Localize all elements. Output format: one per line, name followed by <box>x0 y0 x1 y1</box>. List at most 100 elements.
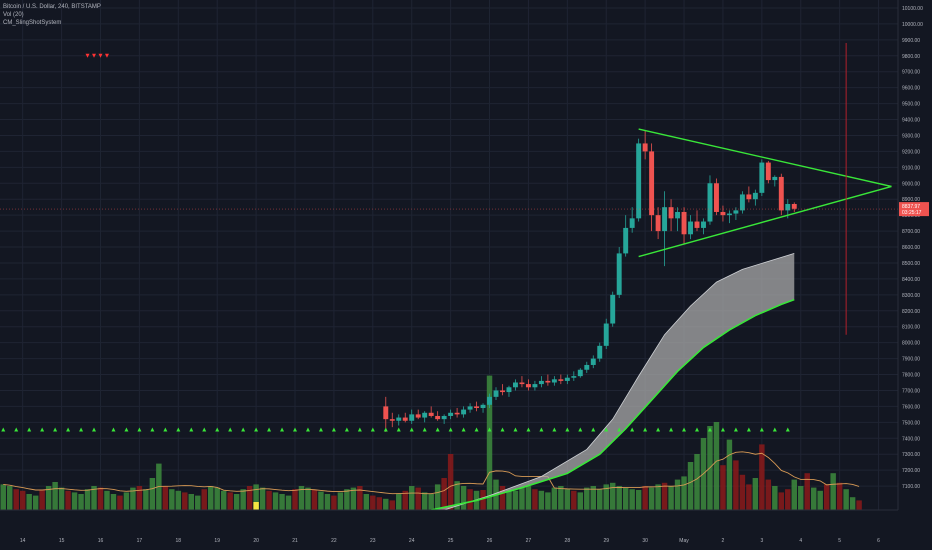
candle-body <box>558 379 564 381</box>
time-tick-label: 2 <box>722 538 725 544</box>
time-tick-label: 21 <box>292 538 298 544</box>
volume-bar <box>733 460 739 510</box>
volume-bar <box>759 444 765 510</box>
volume-bar <box>480 490 486 510</box>
up-signal-marker <box>617 427 622 432</box>
volume-bar <box>778 492 785 510</box>
candle-body <box>551 379 557 383</box>
volume-bar <box>622 487 629 510</box>
candle-body <box>415 414 421 418</box>
up-signal-marker <box>150 427 155 432</box>
price-tick-label: 9600.00 <box>902 86 920 92</box>
candle-body <box>649 151 655 216</box>
volume-bar <box>804 473 810 510</box>
up-signal-marker <box>643 427 648 432</box>
volume-bar <box>415 487 421 510</box>
volume-bar <box>65 490 71 510</box>
ma-ribbon-fill <box>431 253 795 510</box>
time-tick-label: 6 <box>877 538 880 544</box>
up-signal-marker <box>409 427 414 432</box>
ma-ribbon-lower <box>431 298 795 511</box>
volume-bar <box>201 489 207 510</box>
up-signal-marker <box>461 427 466 432</box>
price-tick-label: 9200.00 <box>902 149 920 155</box>
volume-bar <box>772 486 778 510</box>
time-tick-label: 19 <box>214 538 220 544</box>
candle-body <box>616 253 622 295</box>
candle-body <box>396 417 402 421</box>
up-signal-marker <box>137 427 142 432</box>
volume-bar <box>785 489 791 510</box>
up-signal-marker <box>293 427 298 432</box>
volume-bar <box>91 486 97 510</box>
ma-ribbon-layer <box>431 253 795 511</box>
volume-bar <box>350 487 357 510</box>
volume-bar <box>849 497 856 510</box>
candle-body <box>713 183 719 212</box>
volume-bar <box>298 486 305 510</box>
candle-body <box>603 323 609 346</box>
triangle-upper-line <box>638 128 892 188</box>
volume-bar <box>311 490 318 510</box>
indicator-volume[interactable]: Vol (20) <box>3 12 24 18</box>
volume-bar <box>208 486 214 510</box>
volume-bar <box>823 484 830 510</box>
trendlines-layer <box>0 43 898 335</box>
volume-bar <box>726 439 733 510</box>
volume-bars-layer <box>0 375 862 510</box>
candle-body <box>772 176 778 181</box>
price-tick-label: 8600.00 <box>902 245 920 251</box>
volume-bar <box>499 486 506 510</box>
volume-bar <box>597 489 603 510</box>
volume-bar <box>0 484 6 510</box>
price-tick-label: 8800.00 <box>902 213 920 219</box>
up-signal-marker <box>370 427 375 432</box>
price-axis-background <box>898 0 932 550</box>
candles-layer <box>383 130 797 432</box>
up-signal-marker <box>344 427 349 432</box>
up-signal-marker <box>695 427 700 432</box>
volume-bar <box>188 494 194 510</box>
candle-body <box>765 162 771 181</box>
candle-body <box>577 369 583 377</box>
price-tick-label: 8900.00 <box>902 197 920 203</box>
price-tick-label: 8300.00 <box>902 293 920 299</box>
candle-body <box>739 194 745 211</box>
indicator-slingshot[interactable]: CM_SlingShotSystem <box>3 20 62 26</box>
candle-body <box>642 143 648 152</box>
candle-body <box>402 417 408 421</box>
volume-bar <box>609 482 616 510</box>
volume-bar <box>259 487 266 510</box>
price-tick-label: 8000.00 <box>902 341 920 347</box>
candle-body <box>500 390 505 393</box>
volume-bar <box>661 482 668 510</box>
volume-bar <box>674 479 681 510</box>
up-signal-marker <box>565 427 570 432</box>
up-signal-marker <box>331 427 336 432</box>
candle-body <box>733 210 739 214</box>
volume-bar <box>331 495 337 510</box>
up-signal-marker <box>202 427 207 432</box>
volume-bar <box>117 495 123 510</box>
highlight-volume-bar <box>253 502 259 510</box>
volume-bar <box>558 486 564 510</box>
volume-bar <box>84 489 91 510</box>
up-signal-marker <box>228 427 233 432</box>
volume-bar <box>143 489 149 510</box>
price-tick-label: 10000.00 <box>902 22 923 28</box>
price-axis[interactable]: 7100.00 7200.00 7300.00 7400.00 7500.00 7600.… <box>897 0 932 550</box>
time-axis[interactable]: 14 15 16 17 18 19 20 21 22 23 24 25 26 27 28 29 30 May 2 3 4… <box>0 509 932 550</box>
candle-body <box>383 406 389 420</box>
candle-body <box>688 221 693 235</box>
volume-bar <box>512 490 519 510</box>
volume-bar <box>642 486 648 510</box>
volume-bar <box>447 454 454 510</box>
symbol-title[interactable]: Bitcoin / U.S. Dollar, 240, BITSTAMP <box>3 4 101 10</box>
up-signal-marker <box>656 427 661 432</box>
candle-body <box>675 211 681 219</box>
up-signal-marker <box>27 427 32 432</box>
volume-bar <box>506 489 512 510</box>
up-signal-marker <box>733 427 738 432</box>
